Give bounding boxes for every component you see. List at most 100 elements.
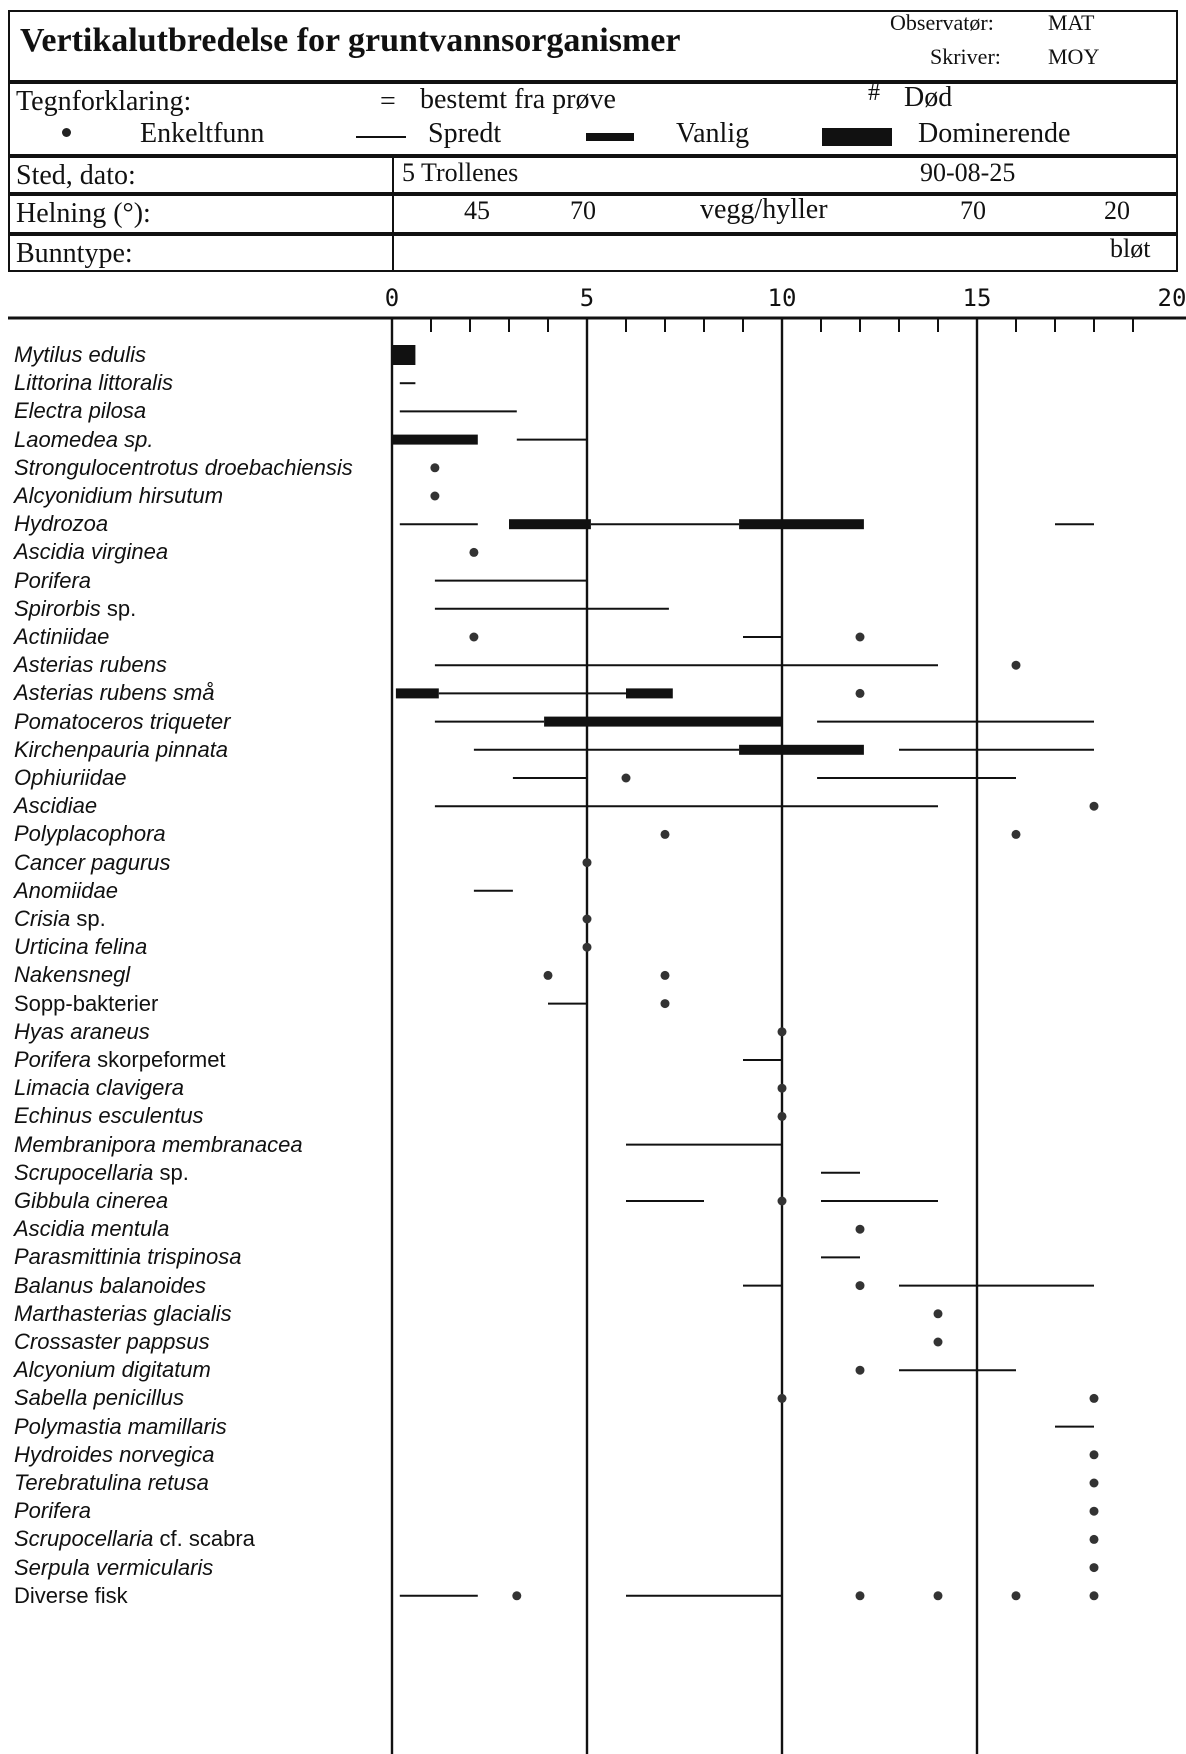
single-find-dot <box>1089 801 1099 811</box>
site-date: 90-08-25 <box>920 158 1016 187</box>
single-find-dot <box>582 942 592 952</box>
common-bar <box>544 716 782 727</box>
single-find-dot <box>1011 1591 1021 1601</box>
species-label: Ascidia virginea <box>14 539 169 565</box>
species-label: Nakensnegl <box>14 962 131 988</box>
single-find-dot <box>855 1281 865 1291</box>
species-label: Echinus esculentus <box>14 1103 204 1129</box>
single-find-dot <box>855 1224 865 1234</box>
slope-v3: vegg/hyller <box>700 194 828 225</box>
writer-label: Skriver: <box>930 44 1001 69</box>
single-find-dot <box>855 1591 865 1601</box>
legend-dominant-icon <box>822 128 892 146</box>
single-find-dot <box>855 1365 865 1375</box>
species-label: Marthasterias glacialis <box>14 1300 232 1326</box>
species-label: Terebratulina retusa <box>14 1470 209 1495</box>
observer-value: MAT <box>1048 10 1095 35</box>
dominant-bar <box>392 345 416 365</box>
species-label: Pomatoceros triqueter <box>14 708 231 734</box>
species-label: Scrupocellaria cf. scabra <box>14 1526 255 1552</box>
single-find-dot <box>469 632 479 642</box>
species-label: Laomedea sp. <box>14 426 154 452</box>
legend-single: Enkeltfunn <box>140 118 265 149</box>
legend-dead-text: Død <box>904 82 953 113</box>
common-bar <box>739 744 864 755</box>
single-find-dot <box>777 1393 787 1403</box>
species-label: Scrupocellaria sp. <box>14 1159 189 1185</box>
species-label: Crisia sp. <box>14 906 106 931</box>
single-find-dot <box>933 1309 943 1319</box>
site-label: Sted, dato: <box>16 160 136 191</box>
single-find-dot <box>660 970 670 980</box>
title-box <box>8 10 1178 82</box>
single-find-dot <box>1011 660 1021 670</box>
species-label: Membranipora membranacea <box>14 1131 303 1157</box>
single-find-dot <box>777 1083 787 1093</box>
common-bar <box>392 434 478 445</box>
single-find-dot <box>582 914 592 924</box>
single-find-dot <box>777 1196 787 1206</box>
species-label: Mytilus edulis <box>14 342 147 367</box>
legend-dead-symbol: # <box>868 80 880 106</box>
species-label: Parasmittinia trispinosa <box>14 1244 242 1270</box>
single-find-dot <box>512 1591 522 1601</box>
legend-common: Vanlig <box>676 118 750 149</box>
slope-row <box>8 194 1178 234</box>
slope-v1: 45 <box>464 196 490 225</box>
species-label: Alcyonium digitatum <box>14 1357 211 1383</box>
species-label: Littorina littoralis <box>14 370 173 396</box>
single-find-dot <box>855 632 865 642</box>
slope-v2: 70 <box>570 196 596 225</box>
site-divider <box>392 156 394 272</box>
page-title: Vertikalutbredelse for gruntvannsorganis… <box>20 22 681 59</box>
species-label: Alcyonidium hirsutum <box>14 483 224 508</box>
common-bar <box>395 688 439 699</box>
x-tick-label: 15 <box>963 284 992 312</box>
x-tick-label: 20 <box>1158 284 1186 312</box>
single-find-dot <box>777 1027 787 1037</box>
species-label: Ophiuriidae <box>14 765 127 790</box>
slope-v5: 20 <box>1104 196 1130 225</box>
species-label: Porifera <box>14 567 92 593</box>
writer-value: MOY <box>1048 44 1100 69</box>
species-label: Urticina felina <box>14 934 148 960</box>
common-bar <box>626 688 673 699</box>
species-label: Hyas araneus <box>14 1018 150 1044</box>
single-find-dot <box>1089 1506 1099 1516</box>
single-find-dot <box>1089 1563 1099 1573</box>
species-label: Electra pilosa <box>14 398 147 424</box>
species-label: Strongulocentrotus droebachiensis <box>14 454 353 480</box>
observer-label: Observatør: <box>890 10 994 35</box>
single-find-dot <box>777 1111 787 1121</box>
single-find-dot <box>1089 1478 1099 1488</box>
legend-dominant: Dominerende <box>918 118 1071 149</box>
single-find-dot <box>621 773 631 783</box>
single-find-dot <box>1011 829 1021 839</box>
species-label: Serpula vermicularis <box>14 1554 214 1580</box>
single-find-dot <box>1089 1450 1099 1460</box>
bottom-label: Bunntype: <box>16 238 133 269</box>
species-label: Hydrozoa <box>14 511 109 537</box>
species-label: Sopp-bakterier <box>14 990 159 1016</box>
single-find-dot <box>1089 1591 1099 1601</box>
species-label: Hydroides norvegica <box>14 1441 215 1467</box>
x-tick-label: 10 <box>768 284 797 312</box>
legend-sample-symbol: = <box>380 86 396 117</box>
legend-sample-text: bestemt fra prøve <box>420 84 616 115</box>
common-bar <box>509 519 591 530</box>
common-bar <box>739 519 864 530</box>
species-label: Cancer pagurus <box>14 849 171 875</box>
single-find-dot <box>543 970 553 980</box>
legend-scattered: Spredt <box>428 118 502 149</box>
legend-label: Tegnforklaring: <box>16 86 192 117</box>
species-label: Anomiidae <box>14 877 118 903</box>
single-find-dot <box>660 829 670 839</box>
species-label: Ascidiae <box>14 793 98 819</box>
single-find-dot <box>1089 1534 1099 1544</box>
species-label: Porifera skorpeformet <box>14 1047 226 1072</box>
x-tick-label: 0 <box>385 284 399 312</box>
species-label: Actiniidae <box>14 624 110 649</box>
species-label: Polyplacophora <box>14 821 166 847</box>
species-label: Gibbula cinerea <box>14 1188 169 1213</box>
